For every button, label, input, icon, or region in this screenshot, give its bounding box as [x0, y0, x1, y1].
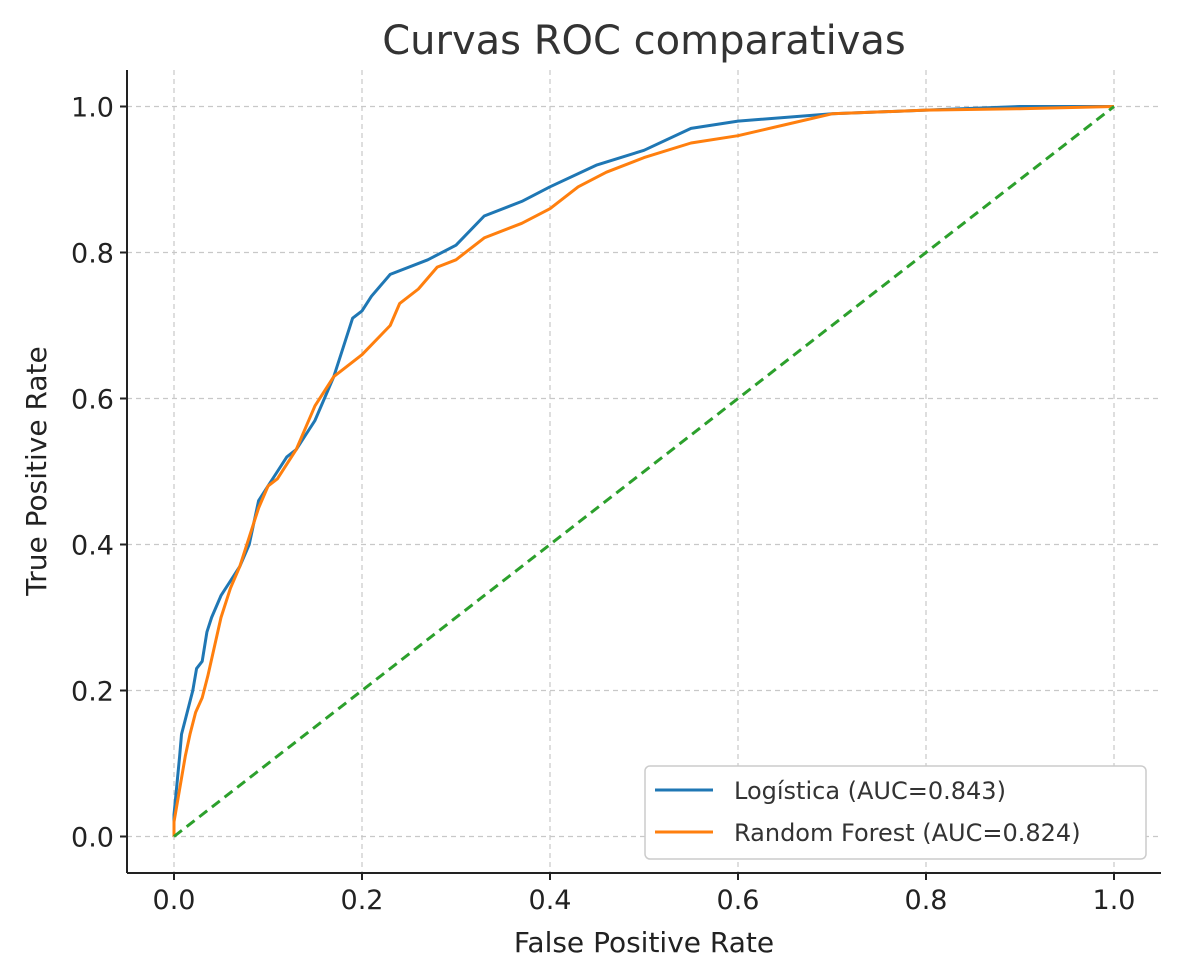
x-tick-label-0: 0.0 [153, 885, 196, 916]
x-tick-label-5: 1.0 [1093, 885, 1136, 916]
chart-title: Curvas ROC comparativas [382, 18, 906, 64]
x-axis-label: False Positive Rate [514, 926, 774, 959]
legend-box [644, 765, 1147, 860]
series-lines [172, 105, 1115, 838]
series-random-forest-line [172, 105, 1115, 837]
y-tick-label-3: 0.6 [71, 385, 114, 416]
x-tick-label-2: 0.4 [529, 885, 572, 916]
y-axis-label: True Positive Rate [20, 346, 53, 596]
y-tick-label-4: 0.8 [71, 239, 114, 270]
chance-diagonal-line [173, 105, 1115, 838]
ticks: 0.0 0.2 0.4 0.6 0.8 1.0 0.0 0.2 0.4 0.6 0.8 1.0 [71, 93, 1135, 917]
legend-label-logistica: Logística (AUC=0.843) [734, 777, 1006, 805]
x-tick-label-4: 0.8 [905, 885, 948, 916]
y-tick-label-5: 1.0 [71, 93, 114, 124]
y-tick-label-1: 0.2 [71, 677, 114, 708]
grid [127, 70, 1161, 873]
y-tick-label-2: 0.4 [71, 531, 114, 562]
y-tick-label-0: 0.0 [71, 823, 114, 854]
legend-label-random-forest: Random Forest (AUC=0.824) [734, 819, 1081, 847]
x-tick-label-3: 0.6 [717, 885, 760, 916]
legend: Logística (AUC=0.843) Random Forest (AUC… [644, 765, 1147, 860]
axes [126, 70, 1161, 874]
x-tick-label-1: 0.2 [341, 885, 384, 916]
